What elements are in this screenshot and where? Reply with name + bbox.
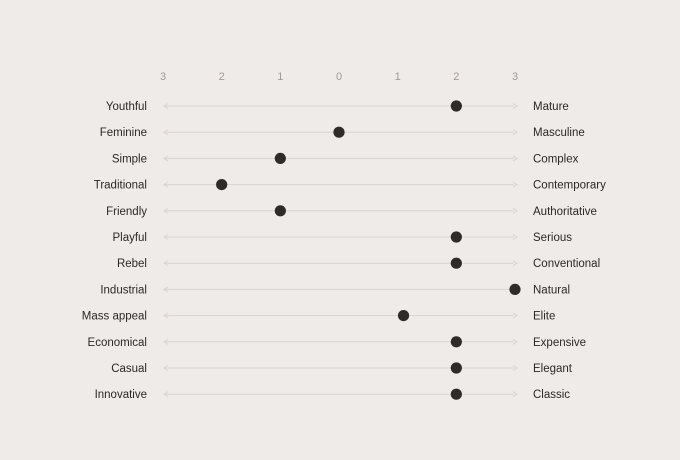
scale-ticks: 3 2 1 0 1 2 3	[160, 71, 518, 83]
left-pole-label: Industrial	[100, 284, 147, 296]
right-pole-label: Mature	[533, 101, 569, 113]
left-pole-label: Feminine	[100, 127, 147, 139]
right-arrow-icon	[512, 207, 518, 214]
right-pole-label: Expensive	[533, 337, 586, 349]
data-point	[216, 179, 228, 191]
right-arrow-icon	[512, 129, 518, 136]
left-arrow-icon	[163, 260, 169, 267]
left-pole-label: Friendly	[106, 206, 147, 218]
left-pole-label: Playful	[112, 232, 147, 244]
chart-row: Simple Complex	[112, 152, 579, 165]
right-pole-label: Contemporary	[533, 180, 606, 192]
chart-row: Mass appeal Elite	[82, 310, 555, 323]
data-point	[509, 283, 521, 295]
chart-row: Rebel Conventional	[117, 257, 600, 270]
right-pole-label: Elegant	[533, 363, 573, 375]
right-arrow-icon	[512, 365, 518, 371]
tick-label: 2	[219, 71, 225, 83]
right-pole-label: Authoritative	[533, 206, 597, 218]
data-point	[450, 336, 462, 348]
left-pole-label: Traditional	[94, 180, 147, 192]
left-arrow-icon	[163, 129, 169, 136]
right-arrow-icon	[512, 103, 518, 109]
left-arrow-icon	[163, 234, 169, 240]
chart-rows: Youthful Mature Feminine Masculine Simple Com…	[82, 100, 606, 401]
data-point	[274, 152, 286, 164]
right-arrow-icon	[512, 338, 518, 345]
tick-label: 1	[395, 71, 401, 83]
tick-label: 3	[512, 71, 518, 83]
left-arrow-icon	[163, 207, 169, 214]
right-arrow-icon	[512, 391, 518, 398]
left-arrow-icon	[163, 155, 169, 162]
chart-row: Industrial Natural	[100, 283, 570, 296]
left-arrow-icon	[163, 286, 169, 293]
chart-row: Traditional Contemporary	[94, 179, 606, 192]
left-arrow-icon	[163, 338, 169, 345]
chart-row: Feminine Masculine	[100, 126, 585, 139]
left-pole-label: Simple	[112, 153, 147, 165]
right-pole-label: Classic	[533, 389, 570, 401]
right-arrow-icon	[512, 181, 518, 188]
right-arrow-icon	[512, 155, 518, 162]
tick-label: 0	[336, 71, 342, 83]
left-pole-label: Youthful	[106, 101, 147, 113]
left-pole-label: Casual	[111, 363, 147, 375]
right-pole-label: Complex	[533, 153, 579, 165]
left-pole-label: Economical	[88, 337, 147, 349]
left-pole-label: Rebel	[117, 258, 147, 270]
right-pole-label: Serious	[533, 232, 572, 244]
left-arrow-icon	[163, 312, 169, 319]
data-point	[333, 126, 345, 138]
tick-label: 2	[453, 71, 459, 83]
right-pole-label: Elite	[533, 311, 555, 323]
chart-row: Friendly Authoritative	[106, 205, 597, 218]
data-point	[450, 100, 462, 112]
tick-label: 1	[277, 71, 283, 83]
chart-row: Youthful Mature	[106, 100, 569, 113]
chart-row: Playful Serious	[112, 231, 572, 244]
chart-row: Casual Elegant	[111, 362, 573, 375]
data-point	[450, 362, 462, 374]
right-pole-label: Natural	[533, 284, 570, 296]
chart-row: Innovative Classic	[95, 388, 570, 401]
chart-row: Economical Expensive	[88, 336, 586, 349]
right-arrow-icon	[512, 260, 518, 267]
left-arrow-icon	[163, 181, 169, 188]
data-point	[274, 205, 286, 217]
left-pole-label: Innovative	[95, 389, 147, 401]
left-arrow-icon	[163, 365, 169, 371]
data-point	[397, 310, 410, 322]
left-arrow-icon	[163, 391, 169, 398]
data-point	[450, 388, 462, 400]
right-pole-label: Masculine	[533, 127, 585, 139]
data-point	[450, 257, 462, 269]
data-point	[450, 231, 462, 243]
left-pole-label: Mass appeal	[82, 311, 147, 323]
left-arrow-icon	[163, 103, 169, 109]
right-arrow-icon	[512, 312, 518, 319]
right-arrow-icon	[512, 234, 518, 240]
right-pole-label: Conventional	[533, 258, 600, 270]
tick-label: 3	[160, 71, 166, 83]
